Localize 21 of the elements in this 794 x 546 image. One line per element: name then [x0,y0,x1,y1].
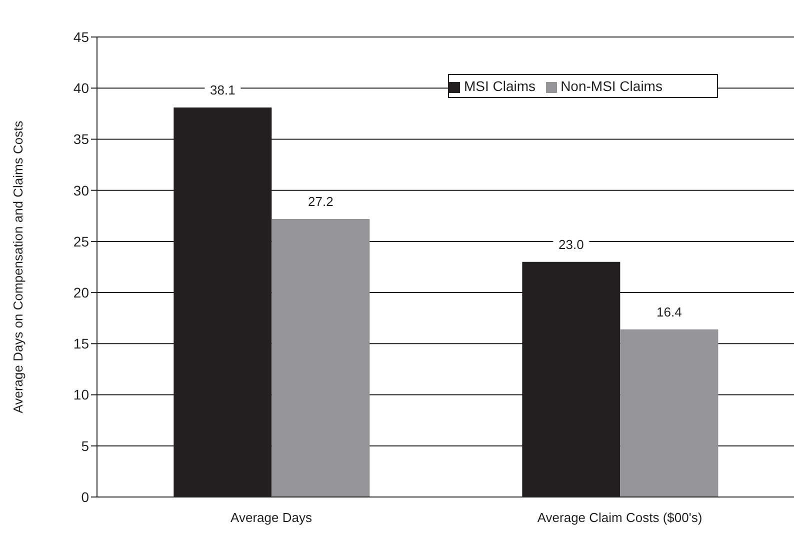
y-tick-label: 0 [81,488,90,505]
y-tick-label: 30 [73,182,90,198]
y-axis-title: Average Days on Compensation and Claims Costs [10,120,26,414]
legend-label: Non-MSI Claims [560,78,662,94]
data-label: 27.2 [308,194,334,209]
bar [272,218,370,497]
data-label: 38.1 [210,82,236,98]
y-tick-label: 35 [73,131,90,148]
y-tick-label: 15 [73,336,90,352]
y-tick-label: 10 [73,386,90,403]
data-label: 23.0 [558,236,584,252]
y-tick-label: 45 [73,28,90,45]
y-tick-label: 40 [73,80,90,96]
x-tick-label: Average Days [230,510,312,526]
x-tick-label: Average Claim Costs ($00's) [537,510,702,526]
bar [620,329,718,497]
legend-label: MSI Claims [464,78,536,94]
y-tick-label: 5 [81,438,90,454]
y-tick-label: 25 [73,233,90,250]
data-label: 16.4 [656,304,682,320]
y-tick-label: 20 [73,284,90,301]
